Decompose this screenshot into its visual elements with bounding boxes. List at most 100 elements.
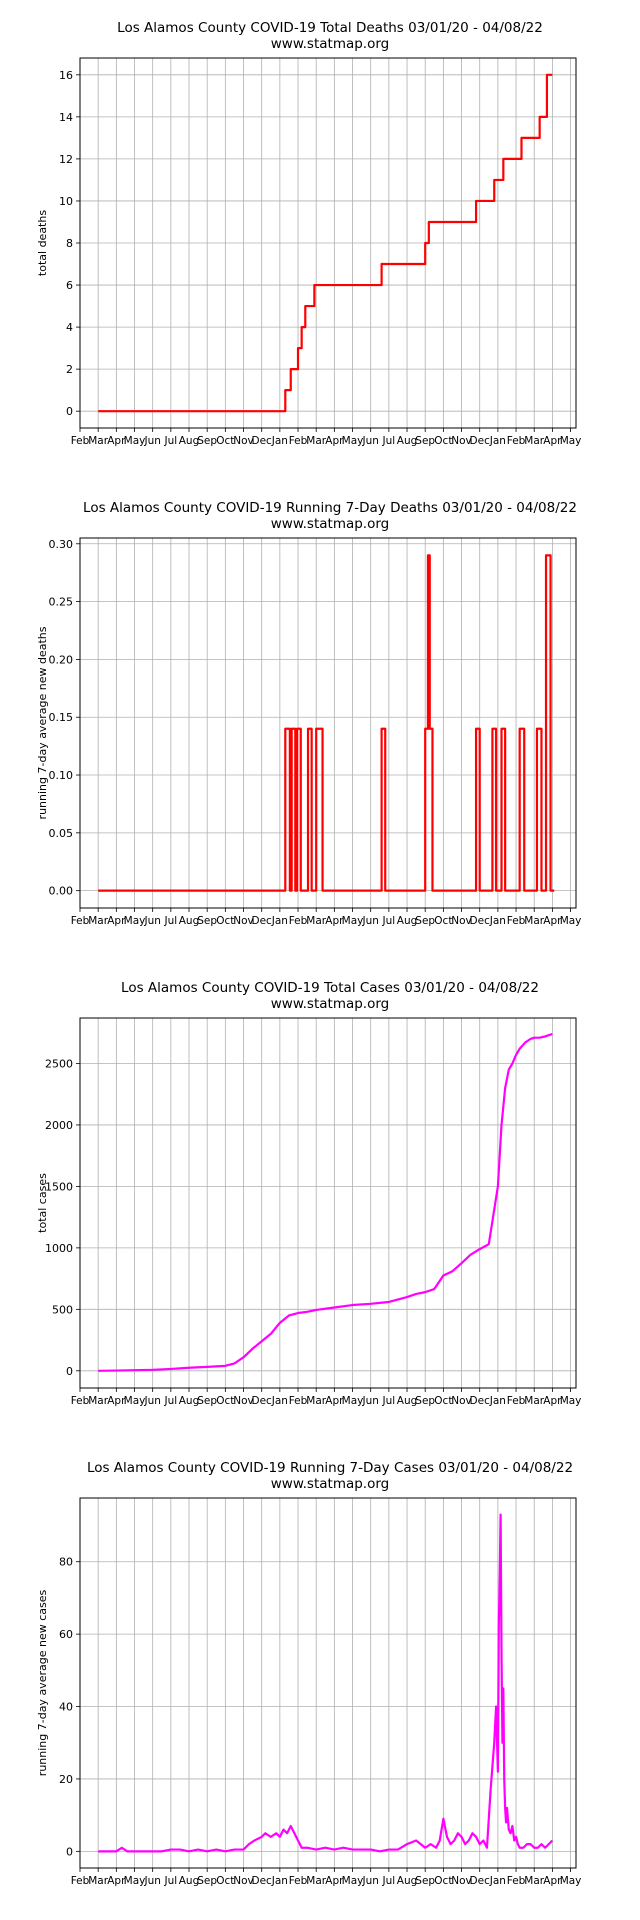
- x-tick-label: May: [124, 1395, 146, 1407]
- series: [98, 1513, 554, 1853]
- x-tick-label: Apr: [325, 1395, 344, 1407]
- y-axis-ticks: 0.00 0.05 0.10 0.15 0.20 0.25 0.30: [49, 538, 80, 898]
- x-tick-label: May: [342, 435, 364, 447]
- x-tick-label: Oct: [216, 1395, 234, 1407]
- x-tick-label: Dec: [470, 915, 491, 927]
- x-tick-label: Feb: [71, 915, 90, 927]
- chart-title: Los Alamos County COVID-19 Running 7-Day…: [87, 1460, 573, 1476]
- x-tick-label: Nov: [451, 1395, 472, 1407]
- grid: [79, 1498, 576, 1868]
- x-tick-label: Apr: [107, 915, 126, 927]
- series-line: [98, 1032, 553, 1372]
- y-tick-label: 2500: [45, 1057, 73, 1070]
- y-tick-label: 2000: [45, 1119, 73, 1132]
- x-tick-label: Aug: [179, 915, 200, 927]
- grid: [79, 58, 576, 428]
- y-tick-label: 14: [59, 111, 73, 124]
- x-tick-label: Feb: [507, 1875, 526, 1887]
- x-tick-label: May: [560, 1395, 582, 1407]
- plot-frame: [79, 57, 577, 429]
- x-tick-label: Dec: [252, 435, 273, 447]
- y-tick-label: 0: [66, 1365, 73, 1378]
- x-tick-label: Feb: [507, 915, 526, 927]
- x-tick-label: Dec: [252, 1875, 273, 1887]
- y-tick-label: 0.20: [49, 653, 74, 666]
- x-tick-label: Jul: [382, 1875, 396, 1887]
- y-tick-label: 500: [52, 1303, 73, 1316]
- chart-title: Los Alamos County COVID-19 Total Cases 0…: [121, 980, 539, 996]
- x-tick-label: Jun: [361, 435, 378, 447]
- x-tick-label: Sep: [415, 1395, 435, 1407]
- x-tick-label: Jun: [361, 1875, 378, 1887]
- x-tick-label: Nov: [233, 915, 254, 927]
- x-tick-label: Jun: [143, 915, 160, 927]
- x-tick-label: Feb: [71, 1395, 90, 1407]
- x-tick-label: Mar: [524, 435, 544, 447]
- x-tick-label: Nov: [233, 435, 254, 447]
- y-tick-label: 80: [59, 1556, 73, 1569]
- x-tick-label: Jun: [361, 1395, 378, 1407]
- x-tick-label: Aug: [179, 435, 200, 447]
- y-tick-label: 1000: [45, 1242, 73, 1255]
- x-tick-label: Jan: [271, 435, 288, 447]
- y-axis-label: running 7-day average new deaths: [36, 626, 49, 819]
- x-tick-label: May: [560, 915, 582, 927]
- plot-frame: [79, 537, 577, 909]
- chart-title: Los Alamos County COVID-19 Total Deaths …: [117, 20, 543, 36]
- x-tick-label: Apr: [325, 1875, 344, 1887]
- series: [98, 73, 553, 413]
- x-tick-label: Dec: [252, 1395, 273, 1407]
- x-tick-label: Oct: [434, 435, 452, 447]
- chart-subtitle: www.statmap.org: [271, 516, 390, 532]
- plot-frame: [79, 1017, 577, 1389]
- x-tick-label: Jan: [271, 915, 288, 927]
- y-tick-label: 1500: [45, 1180, 73, 1193]
- y-tick-label: 0.30: [49, 538, 74, 551]
- x-tick-label: Nov: [233, 1875, 254, 1887]
- y-axis-ticks: 0 20 40 60 80: [59, 1556, 80, 1858]
- y-tick-label: 16: [59, 69, 73, 82]
- x-tick-label: Feb: [289, 435, 308, 447]
- y-tick-label: 0.10: [49, 769, 74, 782]
- x-tick-label: May: [124, 435, 146, 447]
- x-tick-label: Nov: [451, 915, 472, 927]
- x-tick-label: Oct: [434, 915, 452, 927]
- x-tick-label: Apr: [325, 435, 344, 447]
- chart-subtitle: www.statmap.org: [271, 996, 390, 1012]
- chart-total-deaths: Los Alamos County COVID-19 Total Deaths …: [36, 20, 581, 447]
- x-tick-label: Aug: [397, 1875, 418, 1887]
- x-tick-label: May: [342, 915, 364, 927]
- x-tick-label: Feb: [71, 435, 90, 447]
- x-tick-label: Sep: [197, 915, 217, 927]
- x-tick-label: Sep: [197, 1395, 217, 1407]
- y-tick-label: 0.15: [49, 711, 74, 724]
- x-tick-label: Mar: [524, 1875, 544, 1887]
- x-tick-label: Jan: [489, 1395, 506, 1407]
- x-tick-label: May: [124, 915, 146, 927]
- grid: [79, 1018, 576, 1388]
- x-tick-label: Mar: [306, 435, 326, 447]
- x-tick-label: Feb: [507, 435, 526, 447]
- x-tick-label: Jul: [164, 435, 178, 447]
- x-tick-label: Sep: [197, 1875, 217, 1887]
- y-tick-label: 60: [59, 1628, 73, 1641]
- x-tick-label: Nov: [451, 435, 472, 447]
- x-tick-label: Mar: [88, 435, 108, 447]
- y-tick-label: 2: [66, 363, 73, 376]
- y-axis-label: running 7-day average new cases: [36, 1590, 49, 1777]
- x-tick-label: Jul: [382, 915, 396, 927]
- x-tick-label: May: [124, 1875, 146, 1887]
- x-tick-label: Nov: [451, 1875, 472, 1887]
- x-tick-label: Mar: [88, 1875, 108, 1887]
- plot-frame: [79, 1497, 577, 1869]
- x-tick-label: Apr: [107, 435, 126, 447]
- x-tick-label: Mar: [88, 915, 108, 927]
- y-tick-label: 0: [66, 405, 73, 418]
- x-tick-label: Apr: [543, 435, 562, 447]
- y-tick-label: 0.25: [49, 596, 74, 609]
- y-axis-ticks: 0 500 1000 1500 2000 2500: [45, 1057, 80, 1378]
- x-tick-label: Mar: [524, 1395, 544, 1407]
- x-tick-label: Dec: [470, 435, 491, 447]
